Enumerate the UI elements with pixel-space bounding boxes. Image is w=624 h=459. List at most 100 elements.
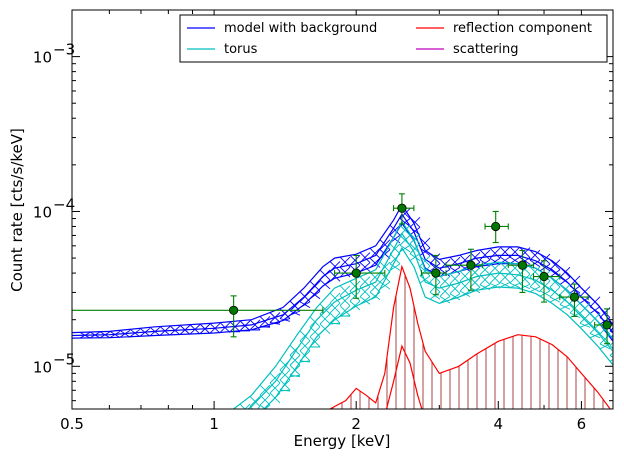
x-tick-label: 0.5: [60, 415, 84, 433]
series-torus-hatch: [609, 355, 613, 358]
series-model-with-background-hatch: [509, 256, 521, 265]
series-torus-hatch: [249, 406, 254, 409]
series-torus-upper-line: [233, 220, 613, 409]
series-torus-hatch: [329, 302, 341, 314]
series-torus-hatch: [469, 267, 481, 278]
series-model-with-background-hatch: [479, 249, 491, 261]
series-torus-hatch: [489, 273, 501, 284]
series-reflection-component-upper-line: [328, 264, 611, 409]
series-model-with-background-mid-line: [72, 213, 613, 337]
data-point-marker: [466, 260, 476, 270]
series-torus-hatch: [264, 404, 271, 409]
y-tick-label: 10: [33, 49, 52, 67]
legend-label-scattering: scattering: [453, 42, 519, 57]
series-torus-hatch: [269, 382, 281, 394]
series-torus-hatch: [259, 384, 271, 396]
x-tick-label: 6: [577, 415, 587, 433]
series-torus-hatch: [609, 341, 613, 346]
plot-background: [72, 10, 613, 409]
x-tick-label: 4: [494, 415, 504, 433]
series-torus-hatch: [469, 277, 481, 288]
series-torus-hatch: [279, 369, 291, 381]
series-torus-hatch: [349, 290, 361, 302]
y-tick-label: 10: [33, 358, 52, 376]
series-model-with-background-hatch: [419, 237, 431, 249]
series-torus-hatch: [519, 283, 531, 290]
data-point-marker: [569, 292, 580, 302]
series-torus-hatch: [439, 286, 451, 297]
series-model-with-background-hatch: [559, 266, 571, 278]
series-torus-hatch: [389, 263, 401, 271]
series-torus-hatch: [249, 396, 261, 407]
series-model-with-background-hatch: [339, 256, 351, 268]
series-model-with-background-hatch: [289, 300, 301, 312]
series-torus-hatch: [319, 313, 331, 325]
legend: model with background reflection compone…: [179, 14, 608, 63]
data-point-marker: [397, 203, 407, 213]
series-torus-hatch: [339, 315, 351, 317]
legend-label-torus: torus: [224, 42, 258, 57]
series-torus-hatch: [489, 263, 501, 274]
series-model-with-background-upper-line: [72, 203, 613, 334]
series-torus-hatch: [256, 406, 261, 409]
data-point-marker: [517, 260, 528, 270]
series-torus-hatch: [449, 273, 461, 285]
series-torus-hatch: [509, 282, 521, 289]
data-point-marker: [602, 320, 612, 330]
y-tick-label: 10: [33, 203, 52, 221]
series-torus-hatch: [339, 285, 351, 296]
series-torus-lower-line: [263, 246, 613, 409]
series-torus-hatch: [439, 295, 451, 304]
series-torus-hatch: [379, 281, 391, 290]
series-torus-hatch: [599, 333, 611, 345]
series-torus-hatch: [369, 271, 381, 283]
series-model-with-background-hatch: [489, 257, 501, 266]
legend-label-reflection: reflection component: [453, 21, 592, 36]
series-torus-hatch: [319, 303, 331, 315]
series-torus-hatch: [449, 283, 461, 295]
data-point-marker: [351, 268, 361, 278]
series-torus-hatch: [329, 312, 341, 324]
series-model-with-background-hatch: [429, 263, 441, 272]
y-tick-label-exponent: −3: [53, 41, 75, 59]
series-model-with-background-hatch: [539, 253, 551, 265]
series-torus-hatch: [429, 281, 441, 293]
series-torus-hatch: [609, 351, 613, 356]
series-torus-hatch: [359, 286, 371, 297]
series-model-with-background-hatch: [459, 254, 471, 266]
series-model-with-background-hatch: [609, 334, 613, 338]
series-model-with-background-hatch: [349, 254, 361, 266]
series-torus-hatch: [244, 403, 251, 409]
series-model-with-background-hatch: [259, 316, 271, 327]
series-torus-hatch: [269, 372, 281, 384]
series-torus-hatch: [579, 312, 591, 324]
series-torus-hatch: [259, 394, 271, 406]
series-torus-hatch: [549, 276, 561, 288]
series-torus-hatch: [299, 340, 311, 352]
y-axis-label: Count rate [cts/s/keV]: [8, 128, 26, 292]
series-torus-hatch: [479, 274, 491, 286]
series-torus-hatch: [339, 305, 351, 316]
data-point-marker: [229, 305, 239, 315]
series-torus-hatch: [299, 360, 311, 363]
series-torus-hatch: [329, 292, 341, 304]
series-torus-hatch: [559, 304, 571, 310]
series-torus-hatch: [459, 270, 471, 282]
series-torus-hatch: [569, 302, 581, 314]
series-torus-hatch: [609, 345, 613, 350]
legend-label-model: model with background: [224, 21, 377, 36]
series-model-with-background-hatch: [399, 218, 411, 227]
series-torus-hatch: [559, 284, 571, 295]
series-torus-hatch: [259, 404, 266, 409]
series-torus-hatch: [539, 290, 551, 297]
series-torus-mid-line: [247, 232, 613, 409]
series-model-with-background-hatch: [409, 216, 421, 228]
series-torus-hatch: [359, 276, 371, 287]
data-point-marker: [491, 221, 501, 232]
series-torus-hatch: [240, 414, 250, 424]
series-torus-hatch: [250, 416, 260, 422]
series-model-with-background-hatch: [609, 330, 613, 334]
series-torus-hatch: [479, 264, 491, 276]
series-model-with-background-hatch: [609, 327, 613, 332]
